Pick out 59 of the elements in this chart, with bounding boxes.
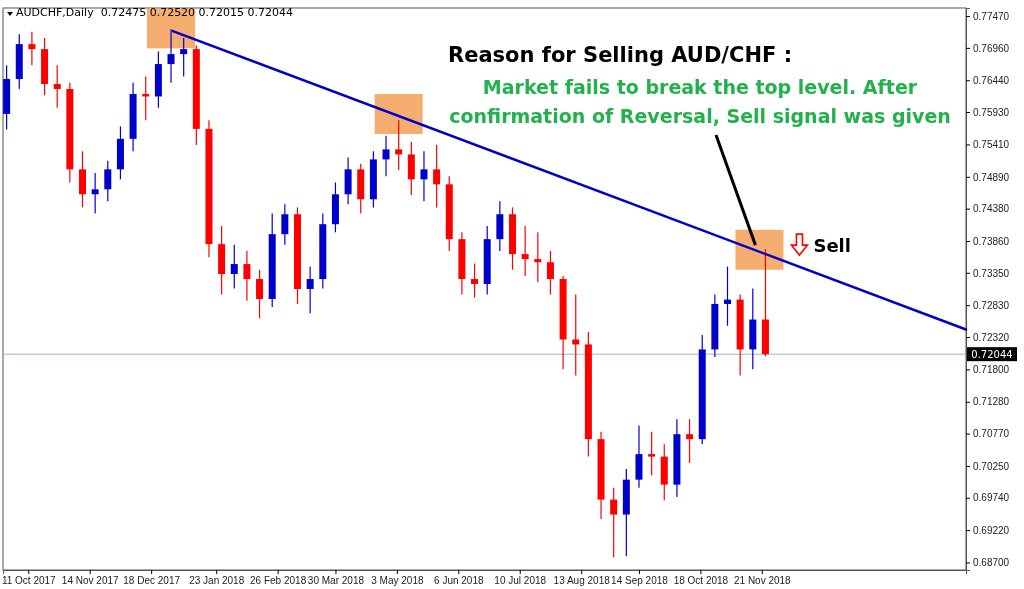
x-tick-label: 3 May 2018 <box>371 575 424 587</box>
candlestick <box>433 144 441 208</box>
candlestick <box>686 418 694 464</box>
candlestick <box>230 244 238 289</box>
x-tick-label: 10 Jul 2018 <box>494 575 547 587</box>
ref-line-label: 0.72044 <box>971 349 1013 361</box>
candlestick <box>243 250 251 302</box>
y-tick-label: 0.71800 <box>973 364 1010 376</box>
candlestick <box>53 64 61 109</box>
x-tick-label: 21 Nov 2018 <box>733 575 792 587</box>
y-tick-label: 0.70770 <box>973 428 1010 440</box>
x-tick-label: 18 Dec 2017 <box>123 575 181 587</box>
y-tick-label: 0.74380 <box>973 203 1010 215</box>
y-tick-label: 0.74890 <box>973 171 1010 183</box>
x-tick-label: 6 Jun 2018 <box>434 575 484 587</box>
candlestick <box>572 294 580 377</box>
y-tick-label: 0.77470 <box>973 10 1010 22</box>
candlestick <box>28 31 36 66</box>
y-tick-label: 0.76960 <box>973 42 1010 54</box>
candlestick <box>420 150 428 202</box>
candlestick <box>534 231 542 283</box>
candlestick <box>180 37 188 78</box>
y-tick-label: 0.70250 <box>973 460 1010 472</box>
candlestick <box>471 262 479 299</box>
y-tick-label: 0.75930 <box>973 106 1010 118</box>
candlestick <box>281 203 289 246</box>
candlestick <box>382 135 390 177</box>
y-tick-label: 0.72830 <box>973 299 1010 311</box>
candlestick <box>395 119 403 171</box>
y-tick-label: 0.72320 <box>973 331 1010 343</box>
y-tick-label: 0.69740 <box>973 492 1010 504</box>
y-tick-label: 0.73860 <box>973 235 1010 247</box>
text: Market fails to break the top level. After confirmation of Reversal, Sell signal was given <box>449 76 951 127</box>
candlestick <box>724 265 732 327</box>
text: Reason for Selling AUD/CHF : <box>448 43 793 67</box>
candlestick <box>256 269 264 319</box>
x-tick-label: 30 Mar 2018 <box>307 575 365 587</box>
y-tick-label: 0.69220 <box>973 524 1010 536</box>
x-tick-label: 23 Jan 2018 <box>189 575 245 587</box>
candlestick <box>104 160 112 202</box>
y-tick-label: 0.76440 <box>973 74 1010 86</box>
y-tick-label: 0.75410 <box>973 139 1010 151</box>
y-tick-label: 0.71280 <box>973 396 1010 408</box>
candlestick <box>91 172 99 215</box>
candlestick <box>610 487 618 559</box>
y-tick-label: 0.73350 <box>973 267 1010 279</box>
x-tick-label: 14 Nov 2017 <box>61 575 120 587</box>
candlestick <box>648 431 656 476</box>
annotation: AUDCHF,Daily 0.72475 0.72520 0.72015 0.72044 <box>16 6 294 19</box>
x-tick-label: 11 Oct 2017 <box>1 575 57 587</box>
y-tick-label: 0.68700 <box>973 557 1010 569</box>
annotation: Sell <box>813 235 851 257</box>
x-tick-label: 18 Oct 2018 <box>673 575 729 587</box>
x-tick-label: 14 Sep 2018 <box>611 575 669 587</box>
candlestick <box>546 250 554 296</box>
candlestick <box>521 225 529 277</box>
x-tick-label: 13 Aug 2018 <box>553 575 611 587</box>
candlestick <box>306 265 314 314</box>
x-tick-label: 26 Feb 2018 <box>250 575 307 587</box>
